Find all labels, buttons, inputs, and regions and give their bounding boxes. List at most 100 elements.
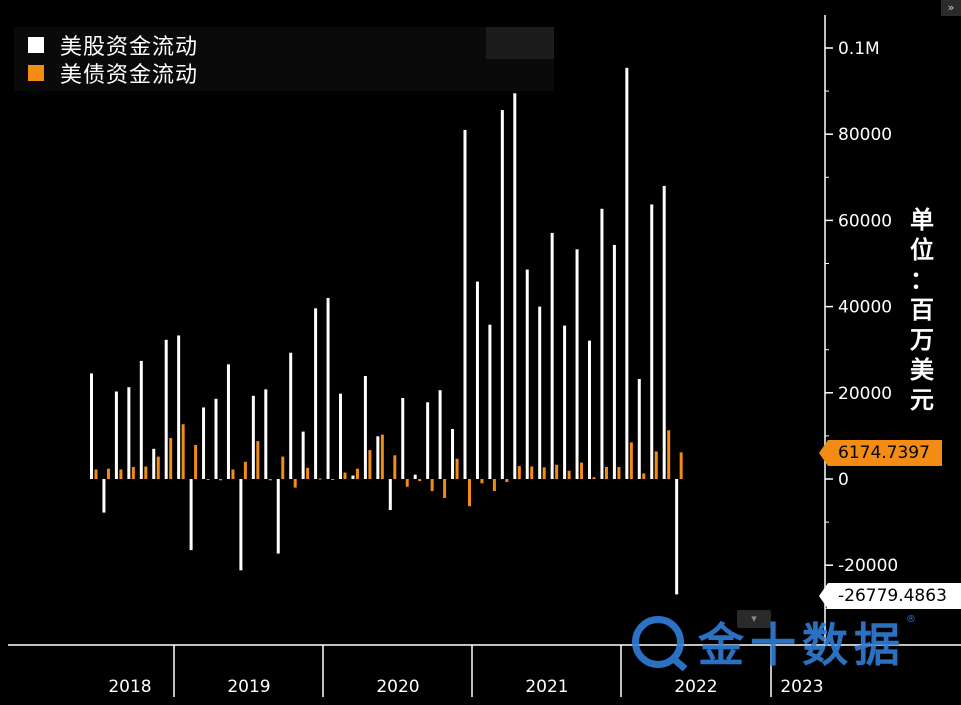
- equity-bar: [202, 407, 206, 479]
- expand-button[interactable]: »: [941, 0, 961, 16]
- chart-bars: [90, 67, 683, 595]
- bond-bar: [144, 466, 148, 479]
- unit-char: 位: [910, 235, 934, 264]
- bond-bar: [256, 441, 260, 479]
- equity-bar: [339, 393, 342, 479]
- equity-bar: [600, 208, 604, 479]
- year-label: 2020: [376, 677, 419, 697]
- y-tick-label: 0: [838, 470, 849, 490]
- bond-bar: [94, 469, 98, 479]
- bond-bar: [343, 472, 347, 479]
- bond-bar: [604, 466, 608, 479]
- unit-char: 美: [910, 355, 934, 384]
- year-label: 2022: [674, 677, 717, 697]
- bond-bar: [468, 479, 471, 507]
- legend-swatch-equity: [28, 37, 44, 53]
- equity-bar: [289, 352, 293, 479]
- equity-bar: [463, 129, 467, 479]
- equity-bar: [114, 391, 118, 479]
- bond-bar: [642, 473, 646, 479]
- unit-char: 单: [910, 205, 934, 234]
- equity-bar: [314, 308, 318, 479]
- equity-bar: [475, 281, 479, 479]
- chart-type-menu-icon[interactable]: ▾: [737, 610, 771, 628]
- bond-bar: [318, 478, 322, 480]
- legend: 美股资金流动 美债资金流动: [14, 27, 554, 91]
- bond-bar: [617, 466, 621, 479]
- last-value-tag-equity: -26779.4863: [819, 583, 961, 609]
- bond-bar: [355, 468, 359, 479]
- bond-bar: [492, 479, 496, 492]
- bond-bar: [181, 424, 185, 479]
- legend-item-bond[interactable]: 美债资金流动: [28, 59, 198, 88]
- bond-bar: [405, 479, 409, 487]
- bond-bar: [505, 479, 509, 483]
- bond-bar: [455, 458, 459, 479]
- equity-bar: [438, 390, 442, 479]
- equity-bar: [139, 360, 143, 479]
- x-year-labels: 2018 2019 2020 2021 2022 2023: [108, 645, 824, 697]
- bond-bar: [293, 479, 297, 488]
- equity-bar: [326, 297, 330, 479]
- equity-bar: [662, 185, 666, 480]
- equity-bar: [451, 429, 455, 479]
- bond-bar: [119, 469, 123, 479]
- y-tick-label: 0.1M: [838, 39, 880, 59]
- bond-bar: [306, 467, 310, 479]
- equity-bar: [276, 479, 280, 554]
- y-tick-label: 20000: [838, 384, 892, 404]
- bond-bar: [393, 455, 397, 479]
- equity-bar: [625, 67, 629, 480]
- unit-char: ：: [910, 265, 934, 294]
- bond-bar: [331, 479, 335, 480]
- bond-bar: [368, 450, 372, 479]
- watermark-text: 金十数据: [698, 618, 906, 672]
- bond-bar: [592, 477, 596, 479]
- equity-bar: [563, 325, 567, 479]
- equity-bar: [363, 375, 367, 479]
- equity-bar: [413, 474, 417, 479]
- watermark: 金十数据 ®: [632, 612, 916, 672]
- y-tick-label: 80000: [838, 125, 892, 145]
- bond-bar: [517, 466, 521, 479]
- equity-bar: [239, 479, 243, 571]
- y-tick-label: 60000: [838, 211, 892, 231]
- equity-bar: [538, 306, 542, 479]
- year-label: 2019: [227, 677, 270, 697]
- legend-dark-panel: [486, 27, 554, 59]
- bond-bar: [281, 456, 285, 479]
- equity-bar: [637, 379, 641, 479]
- chart-axes: [8, 15, 961, 646]
- bond-bar: [194, 444, 198, 479]
- bond-bar: [106, 468, 110, 479]
- equity-bar: [525, 269, 529, 479]
- legend-swatch-bond: [28, 65, 44, 81]
- bond-bar: [206, 479, 210, 480]
- equity-bar: [301, 431, 305, 479]
- bond-bar: [542, 467, 546, 479]
- unit-char: 万: [910, 325, 934, 354]
- bond-bar: [679, 452, 683, 479]
- bond-bar: [480, 479, 484, 484]
- equity-bar: [401, 397, 405, 479]
- unit-char: 百: [910, 295, 934, 324]
- equity-bar: [500, 110, 504, 480]
- equity-bar: [351, 475, 355, 479]
- equity-bar: [513, 93, 517, 479]
- equity-bar: [152, 448, 156, 479]
- legend-item-equity[interactable]: 美股资金流动: [28, 31, 198, 60]
- bond-bar: [169, 438, 173, 479]
- bond-bar: [629, 442, 633, 479]
- equity-bar: [102, 479, 106, 513]
- y-axis-ticks: [825, 47, 833, 609]
- bond-bar: [580, 462, 584, 479]
- y-tick-label: -20000: [838, 556, 898, 576]
- bond-bar: [380, 434, 384, 479]
- bond-bar: [268, 479, 272, 481]
- year-label: 2023: [780, 677, 823, 697]
- bond-bar: [131, 466, 135, 479]
- equity-bar: [488, 324, 492, 479]
- equity-bar: [189, 479, 193, 551]
- unit-char: 元: [910, 385, 934, 414]
